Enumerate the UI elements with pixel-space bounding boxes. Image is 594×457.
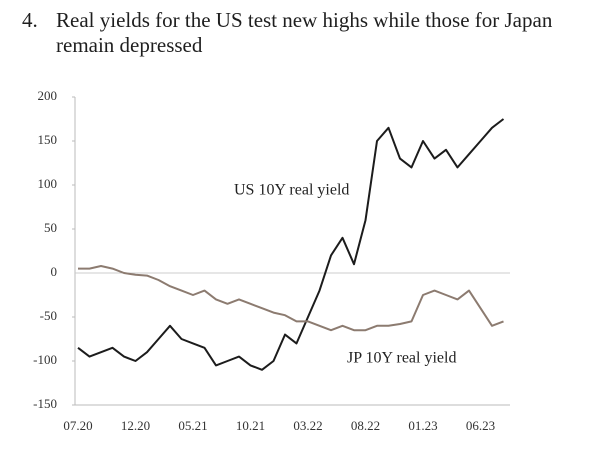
series-line: [77, 118, 505, 371]
x-tick-label: 03.22: [293, 418, 322, 433]
y-tick-label: 200: [38, 88, 58, 103]
chart-title: Real yields for the US test new highs wh…: [56, 8, 553, 57]
x-tick-label: 08.22: [351, 418, 380, 433]
x-tick-label: 05.21: [178, 418, 207, 433]
series-line: [78, 265, 504, 332]
x-tick-label: 07.20: [63, 418, 92, 433]
y-tick-label: 100: [38, 176, 58, 191]
chart-number: 4.: [22, 8, 38, 32]
y-tick-label: 50: [44, 220, 57, 235]
y-tick-label: 0: [51, 264, 58, 279]
y-tick-label: -150: [33, 396, 57, 411]
y-tick-label: -50: [40, 308, 57, 323]
x-tick-label: 06.23: [466, 418, 495, 433]
y-tick-label: 150: [38, 132, 58, 147]
series-label: US 10Y real yield: [234, 182, 349, 199]
x-tick-label: 12.20: [121, 418, 150, 433]
series-label: JP 10Y real yield: [347, 350, 456, 367]
x-tick-label: 01.23: [408, 418, 437, 433]
x-tick-label: 10.21: [236, 418, 265, 433]
y-tick-label: -100: [33, 352, 57, 367]
title-block: 4. Real yields for the US test new highs…: [22, 8, 582, 58]
